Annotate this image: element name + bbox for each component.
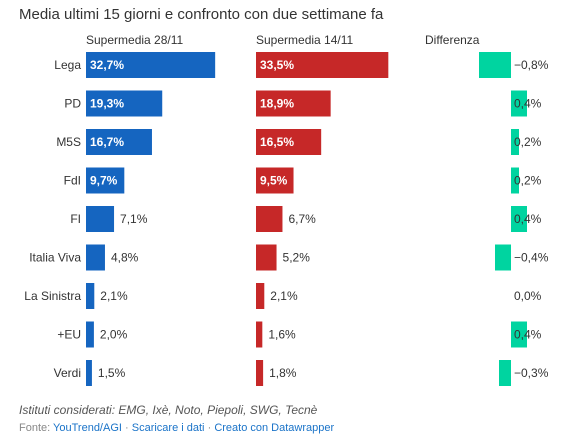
chart-row: Verdi 1,5% 1,8% −0,3%: [54, 360, 549, 386]
category-label: FI: [70, 212, 81, 226]
bar-previous: [256, 360, 264, 386]
value-label-current: 7,1%: [120, 212, 148, 226]
bar-current: [86, 90, 163, 117]
category-label: Lega: [54, 58, 81, 72]
value-label-previous: 18,9%: [260, 97, 294, 111]
bar-previous: [256, 129, 322, 155]
bar-difference: [511, 90, 527, 117]
bar-difference: [511, 321, 527, 348]
category-label: Italia Viva: [29, 251, 81, 265]
value-label-difference: 0,2%: [514, 135, 542, 149]
bar-difference: [511, 206, 527, 232]
chart-row: PD 19,3% 18,9% 0,4%: [64, 90, 542, 117]
bar-current: [86, 244, 105, 271]
value-label-current: 32,7%: [90, 58, 124, 72]
chart-row: Italia Viva 4,8% 5,2% −0,4%: [29, 244, 549, 271]
value-label-previous: 33,5%: [260, 58, 294, 72]
bar-difference: [511, 129, 519, 155]
header-previous: Supermedia 14/11: [256, 33, 354, 47]
value-label-difference: −0,4%: [514, 251, 549, 265]
value-label-current: 19,3%: [90, 97, 124, 111]
value-label-previous: 1,8%: [269, 366, 297, 380]
bar-previous: [256, 321, 263, 348]
value-label-difference: 0,4%: [514, 328, 542, 342]
chart-row: La Sinistra 2,1% 2,1% 0,0%: [24, 283, 542, 309]
bar-difference: [479, 52, 511, 78]
category-label: Verdi: [54, 366, 81, 380]
chart-title: Media ultimi 15 giorni e confronto con d…: [19, 6, 384, 23]
bar-current: [86, 167, 125, 194]
bar-current: [86, 206, 115, 232]
footer-prefix: Fonte:: [19, 422, 51, 434]
header-current: Supermedia 28/11: [86, 33, 184, 47]
category-label: +EU: [57, 328, 81, 342]
value-label-current: 2,0%: [100, 328, 128, 342]
bar-previous: [256, 244, 277, 271]
bar-previous: [256, 90, 331, 117]
bar-difference: [495, 244, 511, 271]
category-label: La Sinistra: [24, 289, 81, 303]
value-label-previous: 6,7%: [288, 212, 316, 226]
value-label-current: 1,5%: [98, 366, 126, 380]
bar-difference: [499, 360, 511, 386]
footer-separator: ·: [125, 422, 129, 434]
download-data-link[interactable]: Scaricare i dati: [131, 422, 205, 434]
value-label-previous: 16,5%: [260, 135, 294, 149]
chart-row: M5S 16,7% 16,5% 0,2%: [56, 129, 542, 155]
value-label-difference: 0,2%: [514, 174, 542, 188]
value-label-current: 2,1%: [100, 289, 128, 303]
value-label-previous: 2,1%: [270, 289, 298, 303]
value-label-difference: 0,4%: [514, 212, 542, 226]
bar-current: [86, 129, 152, 155]
chart-row: +EU 2,0% 1,6% 0,4%: [57, 321, 542, 348]
chart-row: FdI 9,7% 9,5% 0,2%: [64, 167, 542, 194]
bar-previous: [256, 206, 283, 232]
chart-rows: Lega 32,7% 33,5% −0,8% PD 19,3% 18,9% 0,4% M5S 16…: [24, 52, 549, 386]
bar-difference: [511, 167, 519, 194]
category-label: M5S: [56, 135, 81, 149]
value-label-difference: −0,3%: [514, 366, 549, 380]
value-label-previous: 9,5%: [260, 174, 288, 188]
datawrapper-credit-link[interactable]: Creato con Datawrapper: [214, 422, 335, 434]
value-label-current: 9,7%: [90, 174, 118, 188]
bar-current: [86, 321, 94, 348]
value-label-difference: 0,4%: [514, 97, 542, 111]
bar-previous: [256, 52, 389, 78]
value-label-current: 4,8%: [111, 251, 139, 265]
category-label: FdI: [64, 174, 81, 188]
bar-previous: [256, 283, 265, 309]
category-label: PD: [64, 97, 81, 111]
source-link[interactable]: YouTrend/AGI: [53, 422, 122, 434]
value-label-previous: 5,2%: [283, 251, 311, 265]
bar-current: [86, 52, 216, 78]
chart-row: FI 7,1% 6,7% 0,4%: [70, 206, 542, 232]
value-label-difference: 0,0%: [514, 289, 542, 303]
header-difference: Differenza: [425, 33, 480, 47]
chart-row: Lega 32,7% 33,5% −0,8%: [54, 52, 549, 78]
bar-chart: Supermedia 28/11 Supermedia 14/11 Differen…: [24, 33, 549, 386]
chart-notes: Istituti considerati: EMG, Ixè, Noto, Pi…: [19, 403, 318, 417]
bar-current: [86, 360, 92, 386]
value-label-current: 16,7%: [90, 135, 124, 149]
value-label-previous: 1,6%: [268, 328, 296, 342]
column-headers: Supermedia 28/11 Supermedia 14/11 Differen…: [86, 33, 480, 47]
bar-previous: [256, 167, 294, 194]
bar-current: [86, 283, 95, 309]
chart-footer: Fonte: YouTrend/AGI · Scaricare i dati ·…: [19, 422, 334, 434]
footer-separator: ·: [207, 422, 212, 434]
value-label-difference: −0,8%: [514, 58, 549, 72]
